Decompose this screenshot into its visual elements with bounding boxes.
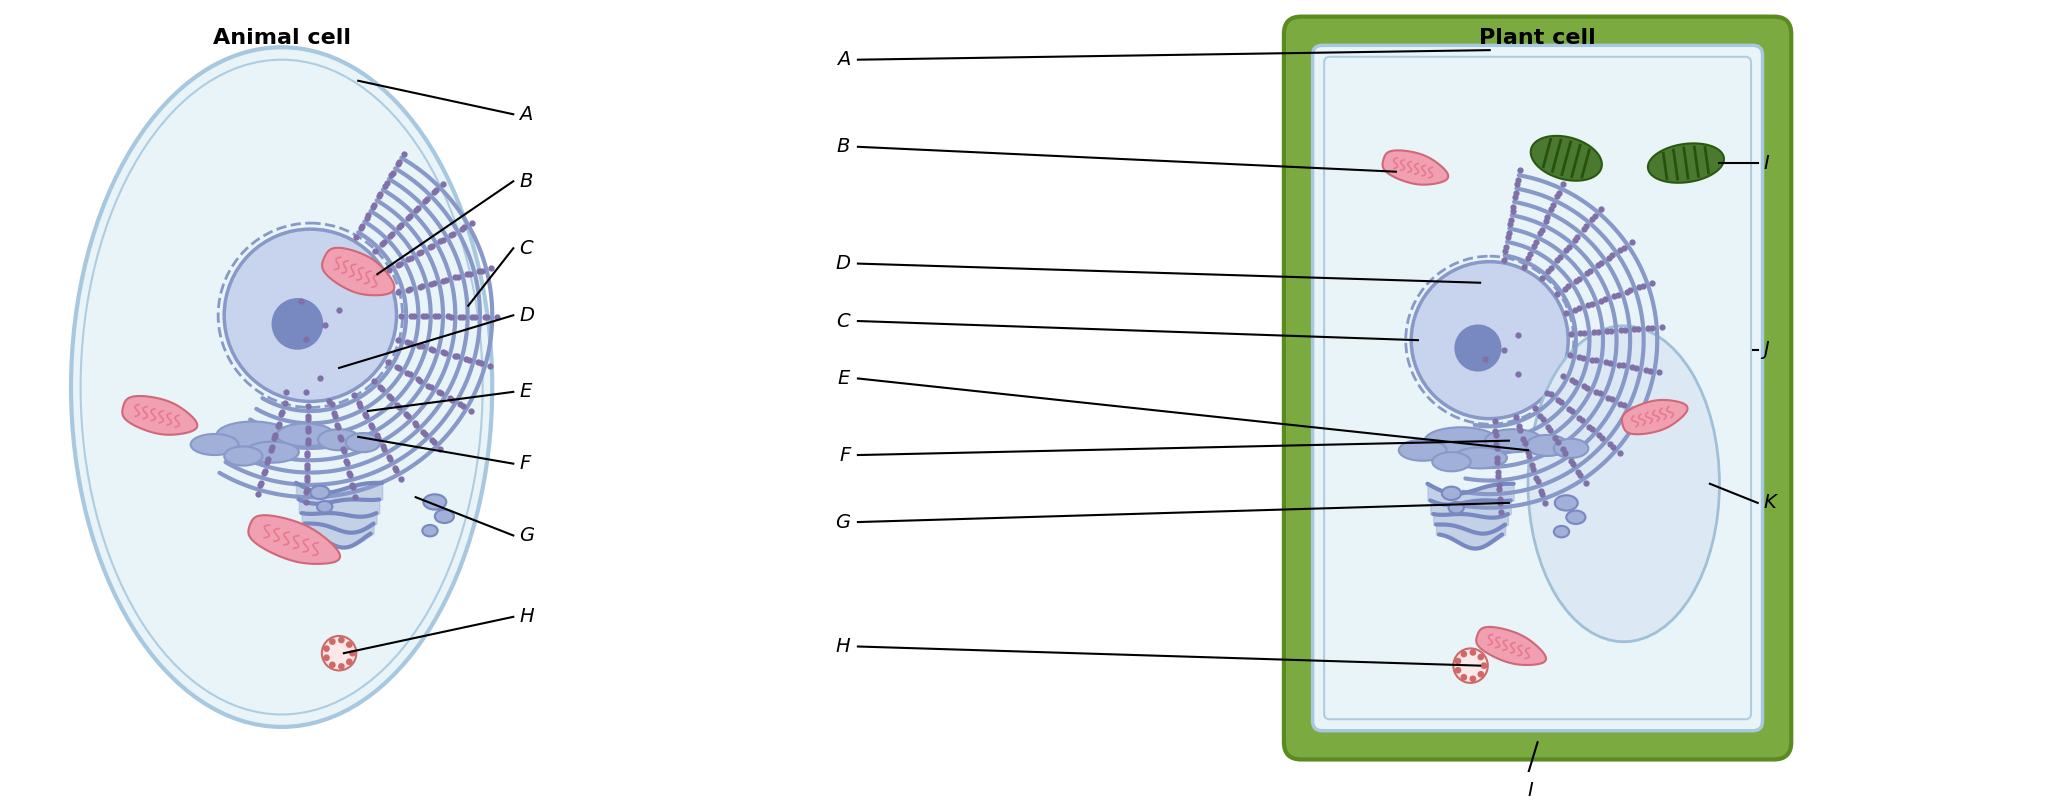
Ellipse shape <box>1555 526 1569 537</box>
Text: E: E <box>838 369 851 388</box>
Ellipse shape <box>1526 435 1569 456</box>
Text: D: D <box>520 306 534 325</box>
Polygon shape <box>1623 400 1687 434</box>
Text: C: C <box>520 239 532 257</box>
Ellipse shape <box>1432 452 1470 472</box>
Text: F: F <box>520 454 530 473</box>
Polygon shape <box>122 396 197 435</box>
Text: K: K <box>1764 493 1776 512</box>
Ellipse shape <box>1478 671 1484 678</box>
Ellipse shape <box>1478 654 1484 660</box>
Text: Plant cell: Plant cell <box>1480 28 1596 47</box>
Ellipse shape <box>217 422 290 448</box>
Ellipse shape <box>317 501 333 512</box>
Text: I: I <box>1528 780 1532 800</box>
Ellipse shape <box>1461 650 1468 658</box>
Ellipse shape <box>1455 658 1461 664</box>
Ellipse shape <box>224 447 263 466</box>
Ellipse shape <box>1455 325 1501 371</box>
Ellipse shape <box>319 429 360 450</box>
Polygon shape <box>1476 627 1546 665</box>
Text: A: A <box>836 51 851 69</box>
Ellipse shape <box>350 650 356 657</box>
Ellipse shape <box>329 662 335 668</box>
Ellipse shape <box>1399 439 1447 461</box>
Text: D: D <box>836 254 851 273</box>
Ellipse shape <box>321 636 356 670</box>
Ellipse shape <box>346 433 381 452</box>
Ellipse shape <box>1412 261 1569 419</box>
Text: B: B <box>520 172 532 191</box>
Ellipse shape <box>277 423 333 447</box>
Polygon shape <box>1383 150 1449 184</box>
Ellipse shape <box>1470 649 1476 656</box>
Ellipse shape <box>1455 667 1461 674</box>
Ellipse shape <box>1453 648 1488 683</box>
Text: G: G <box>834 512 851 532</box>
Polygon shape <box>1648 144 1724 183</box>
Ellipse shape <box>224 229 397 402</box>
Ellipse shape <box>190 434 238 455</box>
Text: B: B <box>836 137 851 156</box>
Ellipse shape <box>1449 502 1463 513</box>
Ellipse shape <box>1567 511 1586 524</box>
Ellipse shape <box>244 442 298 463</box>
Ellipse shape <box>271 298 323 350</box>
Ellipse shape <box>1461 674 1468 681</box>
Ellipse shape <box>323 646 329 652</box>
Ellipse shape <box>1470 675 1476 683</box>
Ellipse shape <box>310 486 329 499</box>
Text: E: E <box>520 383 532 401</box>
Polygon shape <box>248 515 339 564</box>
Text: G: G <box>520 526 534 545</box>
Text: H: H <box>520 607 534 626</box>
Ellipse shape <box>1453 448 1507 468</box>
Ellipse shape <box>70 47 493 727</box>
Polygon shape <box>323 248 393 295</box>
Ellipse shape <box>346 658 352 665</box>
Ellipse shape <box>422 525 437 537</box>
FancyBboxPatch shape <box>1312 46 1762 731</box>
Ellipse shape <box>1424 427 1497 454</box>
Ellipse shape <box>329 638 335 645</box>
Text: A: A <box>520 105 532 124</box>
Ellipse shape <box>1528 326 1720 642</box>
Ellipse shape <box>1480 662 1488 669</box>
Polygon shape <box>1530 136 1602 180</box>
Text: I: I <box>1764 153 1770 172</box>
Text: Animal cell: Animal cell <box>213 28 350 47</box>
Ellipse shape <box>422 494 447 509</box>
Ellipse shape <box>435 509 453 523</box>
Ellipse shape <box>1443 487 1461 500</box>
Ellipse shape <box>1484 429 1542 452</box>
Ellipse shape <box>337 637 346 643</box>
Ellipse shape <box>337 663 346 670</box>
Text: F: F <box>838 446 851 464</box>
FancyBboxPatch shape <box>1283 17 1791 759</box>
Text: C: C <box>836 311 851 330</box>
Ellipse shape <box>1555 496 1577 511</box>
Ellipse shape <box>323 654 329 661</box>
Text: H: H <box>836 637 851 656</box>
Ellipse shape <box>1555 439 1588 458</box>
Text: J: J <box>1764 340 1770 359</box>
Ellipse shape <box>346 642 352 648</box>
